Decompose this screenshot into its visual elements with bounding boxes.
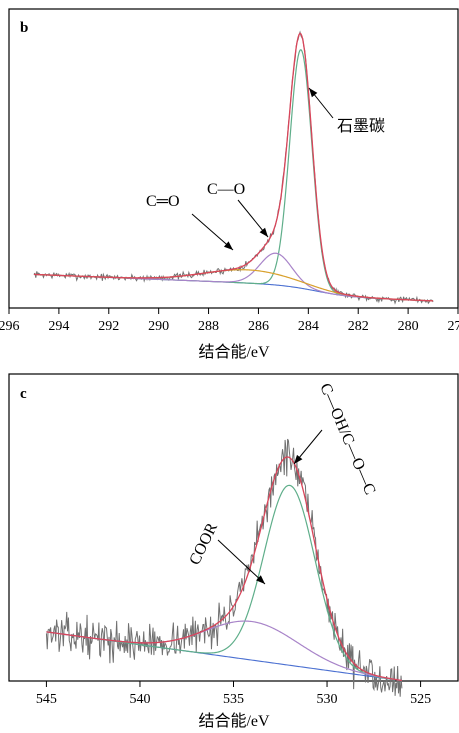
x-tick-label: 286	[248, 319, 269, 334]
panel-c-annotations: C—OH/C—O—C COOR	[186, 381, 379, 585]
x-tick-label: 525	[410, 692, 431, 707]
panel-b-chart: b 296294292290288286284282280278 结合能/eV …	[0, 8, 459, 361]
panel-b-x-axis-label: 结合能/eV	[198, 343, 270, 361]
x-tick-label: 535	[223, 692, 244, 707]
component-peak-graphitic-carbon	[33, 48, 434, 302]
x-tick-label: 288	[198, 319, 219, 334]
peak-annotation-label: C—OH/C—O—C	[316, 381, 378, 497]
annotation-arrow-line	[191, 213, 234, 251]
x-tick-label: 530	[317, 692, 338, 707]
x-tick-label: 292	[98, 319, 119, 334]
x-tick-label: 290	[148, 319, 169, 334]
panel-b-curves	[33, 30, 434, 305]
panel-b-frame	[8, 8, 459, 309]
panel-c-chart: c 545 540 535 530 525 结合能/eV C—OH/C—O—C COOR	[8, 373, 459, 730]
component-peak-c=o	[33, 269, 434, 302]
peak-annotation-label: C═O	[146, 193, 180, 210]
annotation-arrow-head	[259, 227, 268, 237]
x-tick-label: 284	[298, 319, 319, 334]
background-line	[33, 273, 434, 302]
fit-envelope-line	[46, 456, 402, 682]
fit-envelope-line	[33, 32, 434, 302]
panel-c-x-axis-label: 结合能/eV	[198, 712, 270, 730]
annotation-arrow-head	[223, 241, 233, 250]
panel-c-letter: c	[20, 386, 27, 402]
x-tick-label: 278	[448, 319, 459, 334]
annotation-arrow-head	[256, 575, 265, 584]
peak-annotation-label: C—O	[207, 181, 245, 198]
x-tick-label: 540	[129, 692, 150, 707]
x-tick-label: 294	[48, 319, 69, 334]
peak-annotation-label: 石墨碳	[337, 117, 385, 135]
annotation-arrow-head	[309, 88, 318, 98]
panel-b-annotations: 石墨碳 C—O C═O	[146, 87, 385, 251]
raw-spectrum-line	[45, 438, 403, 697]
x-tick-label: 282	[348, 319, 369, 334]
x-tick-label: 280	[398, 319, 419, 334]
panel-b-letter: b	[20, 20, 28, 36]
panel-c-curves	[45, 438, 403, 697]
annotation-arrow-line	[217, 539, 266, 585]
raw-spectrum-line	[33, 30, 434, 305]
annotation-arrow-head	[294, 454, 303, 464]
x-tick-label: 296	[0, 319, 20, 334]
panel-c-x-axis: 545 540 535 530 525	[36, 681, 431, 707]
panel-b-x-axis: 296 294 292 290 288 286 284 282 280 278	[0, 308, 459, 334]
peak-annotation-label: COOR	[186, 520, 221, 568]
x-tick-label: 545	[36, 692, 57, 707]
